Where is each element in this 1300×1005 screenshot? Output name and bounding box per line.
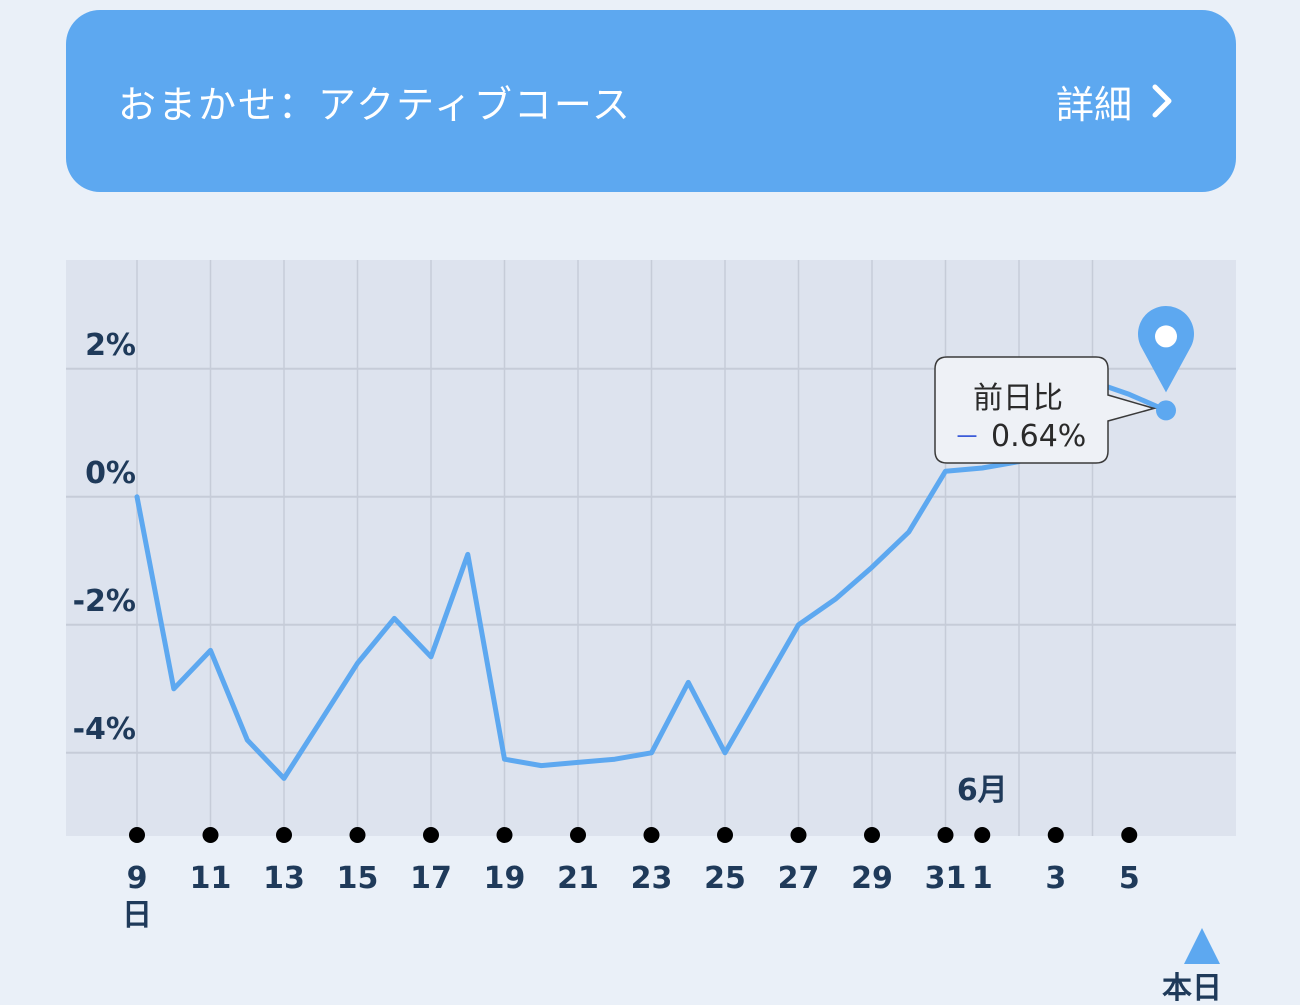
x-tick-dot xyxy=(570,827,586,843)
location-pin-hole xyxy=(1155,325,1177,348)
x-tick-dot xyxy=(1121,827,1138,843)
x-tick-label: 9 xyxy=(127,861,148,896)
today-triangle-icon xyxy=(1184,928,1220,964)
x-tick-label: 3 xyxy=(1045,861,1066,896)
x-tick-label: 13 xyxy=(263,861,305,896)
y-tick-label: -2% xyxy=(73,584,136,619)
x-tick-label: 5 xyxy=(1119,861,1140,896)
y-tick-label: 2% xyxy=(85,328,136,363)
x-tick-label: 29 xyxy=(851,861,893,896)
chevron-right-icon xyxy=(1152,84,1172,118)
x-tick-dot xyxy=(349,827,366,843)
x-tick-label: 31 xyxy=(925,861,967,896)
tooltip-value: 0.64% xyxy=(991,419,1086,454)
month-label: 6月 xyxy=(957,773,1008,808)
tooltip-title: 前日比 xyxy=(973,381,1063,416)
x-tick-dot xyxy=(790,827,807,843)
tooltip-sign: － xyxy=(954,423,980,453)
x-first-sublabel: 日 xyxy=(122,898,152,933)
x-tick-label: 23 xyxy=(631,861,673,896)
x-tick-dot xyxy=(496,827,513,843)
x-tick-label: 25 xyxy=(704,861,746,896)
x-tick-dot xyxy=(937,827,954,843)
detail-label: 詳細 xyxy=(1055,82,1132,127)
x-tick-dot xyxy=(423,827,439,843)
x-tick-dot xyxy=(1047,827,1064,843)
x-tick-label: 17 xyxy=(410,861,452,896)
tooltip-box xyxy=(934,356,1157,464)
detail-link[interactable]: 詳細 xyxy=(1056,74,1172,129)
x-tick-label: 19 xyxy=(484,861,526,896)
x-tick-label: 1 xyxy=(972,861,993,896)
course-title: おまかせ：アクティブコース xyxy=(118,82,632,127)
data-point-latest xyxy=(1156,400,1176,421)
x-tick-label: 27 xyxy=(778,861,820,896)
x-tick-dot xyxy=(974,827,991,843)
y-tick-label: 0% xyxy=(85,456,136,491)
x-tick-label: 21 xyxy=(557,861,599,896)
x-tick-dot xyxy=(717,827,733,843)
x-tick-dot xyxy=(864,827,880,843)
x-tick-dot xyxy=(202,827,219,843)
x-tick-dot xyxy=(643,827,660,843)
x-tick-dot xyxy=(129,827,145,843)
x-tick-label: 11 xyxy=(190,861,232,896)
location-pin-icon xyxy=(1138,305,1195,393)
course-banner[interactable]: おまかせ：アクティブコース 詳細 xyxy=(66,10,1236,192)
x-tick-label: 15 xyxy=(337,861,379,896)
today-label: 本日 xyxy=(1162,971,1222,1005)
series-line xyxy=(134,366,1169,781)
y-tick-label: -4% xyxy=(73,712,136,747)
x-tick-dot xyxy=(276,827,292,843)
